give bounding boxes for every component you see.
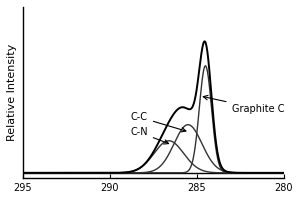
- Text: Graphite C: Graphite C: [203, 95, 284, 114]
- Y-axis label: Relative Intensity: Relative Intensity: [7, 44, 17, 141]
- Text: C-N: C-N: [130, 127, 169, 144]
- Text: C-C: C-C: [131, 112, 186, 132]
